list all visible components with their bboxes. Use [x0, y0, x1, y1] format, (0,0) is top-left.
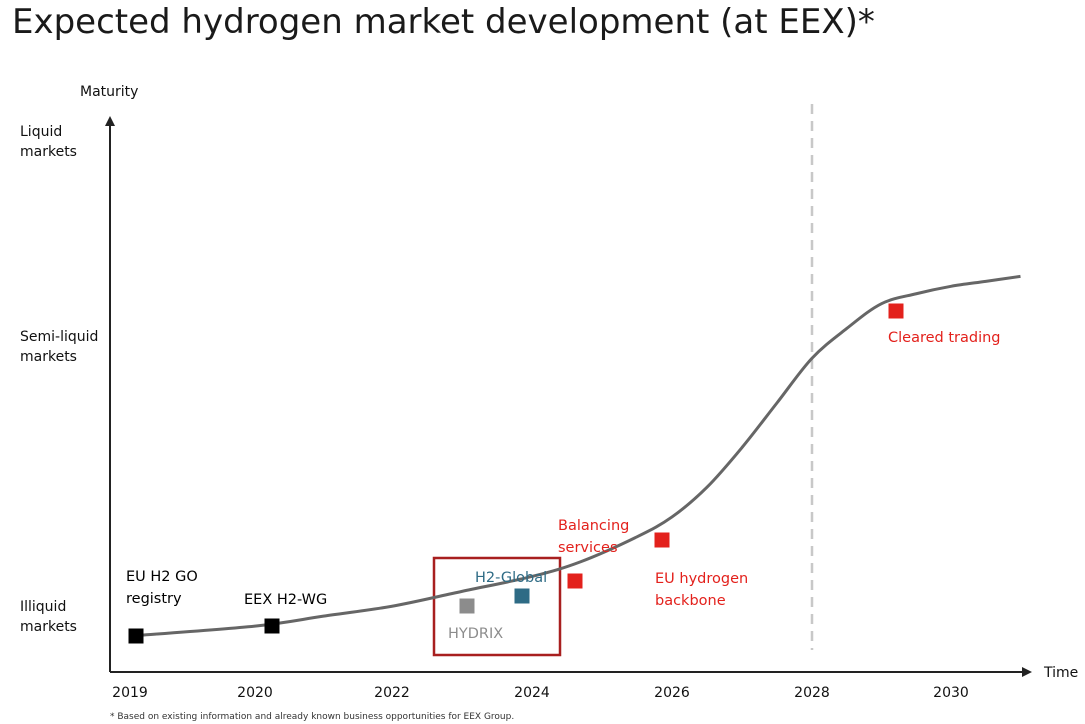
milestone-label: EU H2 GO registry [126, 569, 198, 607]
x-axis-arrow [1022, 667, 1032, 677]
milestone-marker [514, 588, 530, 604]
x-axis-title: Time [1043, 665, 1078, 681]
milestone-marker [567, 573, 583, 589]
milestone-markers [128, 303, 904, 644]
y-level-label: Illiquid markets [20, 599, 77, 635]
y-level-label: Liquid markets [20, 124, 77, 160]
y-level-label: Semi-liquid markets [20, 329, 98, 365]
x-tick-label: 2024 [514, 685, 550, 701]
x-tick-label: 2019 [112, 685, 148, 701]
milestone-label: H2-Global [475, 570, 547, 586]
milestone-marker [888, 303, 904, 319]
x-tick-label: 2020 [237, 685, 273, 701]
milestone-marker [654, 532, 670, 548]
x-tick-label: 2022 [374, 685, 410, 701]
x-axis-ticks: 2019 2020 2022 2024 2026 2028 2030 [112, 685, 969, 701]
y-axis-title: Maturity [80, 84, 138, 100]
x-tick-label: 2028 [794, 685, 830, 701]
x-tick-label: 2030 [933, 685, 969, 701]
x-tick-label: 2026 [654, 685, 690, 701]
milestone-label: Balancing services [558, 518, 629, 556]
maturity-curve [129, 274, 1021, 638]
milestone-marker [264, 618, 280, 634]
footnote: * Based on existing information and alre… [110, 712, 515, 722]
milestone-labels: EU H2 GO registry EEX H2-WG HYDRIX H2-Global… [126, 330, 1001, 642]
milestone-label: EEX H2-WG [244, 592, 327, 608]
axes: Maturity Time [80, 84, 1078, 681]
milestone-label: Cleared trading [888, 330, 1001, 346]
milestone-label: EU hydrogen backbone [655, 571, 748, 609]
milestone-marker [128, 628, 144, 644]
highlight-box [432, 556, 562, 657]
milestone-marker [459, 598, 475, 614]
y-axis-labels: Liquid markets Semi-liquid markets Illiquid m… [20, 124, 98, 635]
page-title: Expected hydrogen market development (at… [12, 2, 875, 42]
milestone-label: HYDRIX [448, 626, 503, 642]
y-axis-arrow [105, 116, 115, 126]
